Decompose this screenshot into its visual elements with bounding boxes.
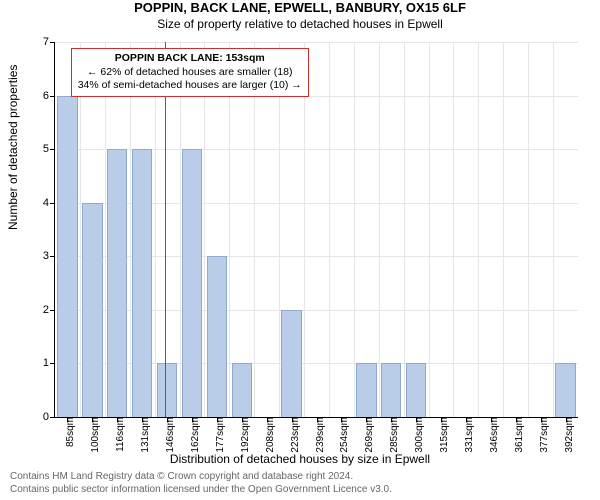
gridline-v bbox=[453, 42, 454, 417]
y-tick-label: 4 bbox=[43, 197, 55, 209]
info-box-line1: POPPIN BACK LANE: 153sqm bbox=[78, 52, 302, 66]
gridline-v bbox=[180, 42, 181, 417]
x-tick-label: 223sqm bbox=[290, 417, 301, 453]
x-tick-label: 208sqm bbox=[265, 417, 276, 453]
bar bbox=[356, 363, 376, 417]
bar bbox=[132, 149, 152, 417]
x-tick-label: 85sqm bbox=[65, 417, 76, 447]
x-tick-label: 162sqm bbox=[190, 417, 201, 453]
reference-line bbox=[165, 42, 167, 417]
bar bbox=[207, 256, 227, 417]
bar bbox=[232, 363, 252, 417]
gridline-h bbox=[55, 42, 578, 43]
x-tick-label: 116sqm bbox=[115, 417, 126, 452]
bar bbox=[82, 203, 102, 417]
gridline-v bbox=[204, 42, 205, 417]
gridline-v bbox=[279, 42, 280, 417]
x-axis-label: Distribution of detached houses by size … bbox=[0, 452, 600, 466]
x-tick-label: 331sqm bbox=[464, 417, 475, 453]
bar bbox=[281, 310, 301, 417]
gridline-v bbox=[105, 42, 106, 417]
bar bbox=[182, 149, 202, 417]
y-tick-label: 6 bbox=[43, 90, 55, 102]
x-tick-label: 254sqm bbox=[339, 417, 350, 453]
x-tick-label: 377sqm bbox=[539, 417, 550, 453]
y-tick-label: 1 bbox=[43, 357, 55, 369]
gridline-v bbox=[553, 42, 554, 417]
chart-area: 0123456785sqm100sqm116sqm131sqm146sqm162… bbox=[54, 42, 578, 418]
x-tick-label: 131sqm bbox=[140, 417, 151, 453]
bar bbox=[157, 363, 177, 417]
x-tick-label: 315sqm bbox=[439, 417, 450, 453]
y-tick-label: 5 bbox=[43, 143, 55, 155]
info-box-line3: 34% of semi-detached houses are larger (… bbox=[78, 79, 302, 93]
y-tick-label: 3 bbox=[43, 250, 55, 262]
x-tick-label: 239sqm bbox=[315, 417, 326, 453]
footer-line-2: Contains public sector information licen… bbox=[10, 484, 392, 497]
y-tick-label: 0 bbox=[43, 411, 55, 423]
gridline-v bbox=[429, 42, 430, 417]
gridline-v bbox=[528, 42, 529, 417]
x-tick-label: 100sqm bbox=[90, 417, 101, 453]
x-tick-label: 269sqm bbox=[364, 417, 375, 453]
x-tick-label: 392sqm bbox=[564, 417, 575, 453]
info-box: POPPIN BACK LANE: 153sqm← 62% of detache… bbox=[71, 48, 309, 97]
gridline-v bbox=[155, 42, 156, 417]
footer-line-1: Contains HM Land Registry data © Crown c… bbox=[10, 471, 392, 484]
page-title: POPPIN, BACK LANE, EPWELL, BANBURY, OX15… bbox=[0, 0, 600, 15]
bar bbox=[406, 363, 426, 417]
x-tick-label: 346sqm bbox=[489, 417, 500, 453]
bar bbox=[107, 149, 127, 417]
gridline-v bbox=[304, 42, 305, 417]
page-subtitle: Size of property relative to detached ho… bbox=[0, 17, 600, 31]
gridline-v bbox=[404, 42, 405, 417]
x-tick-label: 361sqm bbox=[514, 417, 525, 453]
gridline-v bbox=[229, 42, 230, 417]
y-tick-label: 7 bbox=[43, 36, 55, 48]
x-tick-label: 146sqm bbox=[165, 417, 176, 453]
x-tick-label: 300sqm bbox=[414, 417, 425, 453]
y-tick-label: 2 bbox=[43, 304, 55, 316]
gridline-v bbox=[329, 42, 330, 417]
x-tick-label: 192sqm bbox=[240, 417, 251, 453]
gridline-v bbox=[80, 42, 81, 417]
bar bbox=[57, 96, 77, 417]
footer-attribution: Contains HM Land Registry data © Crown c… bbox=[10, 471, 392, 496]
info-box-line2: ← 62% of detached houses are smaller (18… bbox=[78, 66, 302, 80]
bar bbox=[381, 363, 401, 417]
x-tick-label: 177sqm bbox=[215, 417, 226, 453]
gridline-v bbox=[254, 42, 255, 417]
bar bbox=[555, 363, 575, 417]
gridline-v bbox=[354, 42, 355, 417]
gridline-v bbox=[379, 42, 380, 417]
gridline-v bbox=[130, 42, 131, 417]
gridline-v bbox=[478, 42, 479, 417]
plot-area: 0123456785sqm100sqm116sqm131sqm146sqm162… bbox=[54, 42, 578, 418]
x-tick-label: 285sqm bbox=[389, 417, 400, 453]
y-axis-label: Number of detached properties bbox=[6, 65, 20, 230]
gridline-v bbox=[503, 42, 504, 417]
